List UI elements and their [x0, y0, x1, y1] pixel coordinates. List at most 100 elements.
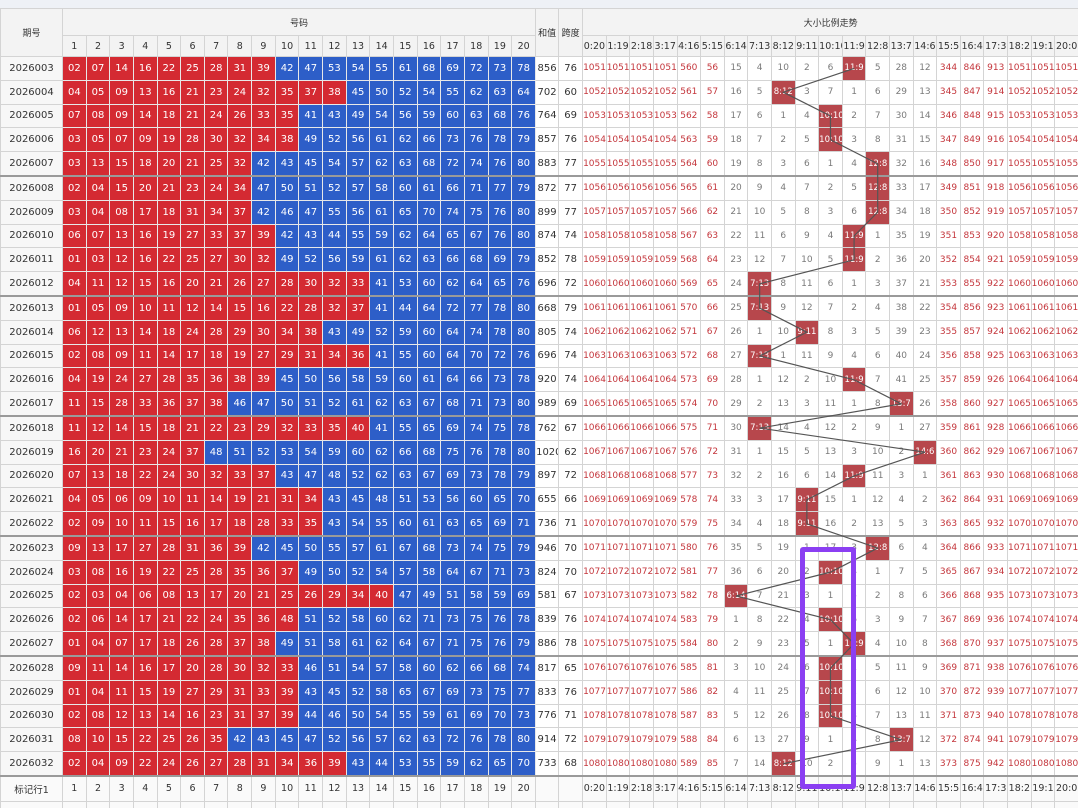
footer-trend: 20:0: [1054, 775, 1078, 802]
ball: 65: [487, 751, 513, 777]
trend-hit: 7:13: [747, 343, 772, 369]
ball: 03: [62, 199, 87, 225]
ball: 08: [156, 583, 182, 609]
trend-column-label: 18:2: [1007, 35, 1032, 57]
footer-number: 19: [487, 775, 513, 802]
ball: 14: [109, 56, 134, 81]
footer-number: 11: [298, 800, 324, 808]
ball: 80: [511, 223, 537, 249]
trend-hit: 10:10: [818, 607, 843, 633]
sum: 736: [535, 511, 560, 537]
footer-number: 5: [156, 775, 182, 802]
ball: 11: [156, 295, 182, 321]
ball: 33: [274, 511, 300, 537]
trend-miss: 1: [818, 631, 843, 657]
trend-miss: 936: [983, 607, 1009, 633]
ball: 80: [511, 295, 537, 321]
trend-miss: 5: [865, 319, 890, 345]
trend-miss: 1071: [1030, 535, 1056, 561]
trend-miss: 14: [747, 751, 772, 777]
span: 77: [558, 175, 584, 201]
trend-miss: 18: [912, 199, 938, 225]
trend-miss: 1052: [1030, 79, 1056, 105]
sum-header: 和值: [535, 8, 560, 57]
trend-miss: 1056: [1030, 175, 1056, 201]
ball: 03: [62, 151, 87, 177]
ball: 59: [322, 439, 347, 465]
period: 2026029: [0, 679, 63, 705]
trend-miss: 1067: [605, 439, 631, 465]
span: 65: [558, 655, 584, 681]
span: 71: [558, 703, 584, 729]
ball: 17: [203, 583, 229, 609]
trend-miss: 10: [794, 751, 820, 777]
footer-number: 4: [132, 800, 158, 808]
trend-miss: 4: [912, 535, 938, 561]
data-row: 2026006 03 05 07 09 19 28 30 32 34 38 49 52 56 61 62 66 7…: [0, 127, 1078, 153]
footer-number: 8: [227, 800, 253, 808]
period: 2026014: [0, 319, 63, 345]
ball: 64: [440, 319, 465, 345]
trend-miss: 30: [723, 415, 749, 441]
trend-miss: 865: [959, 511, 985, 537]
period: 2026032: [0, 751, 63, 777]
trend-miss: 1067: [652, 439, 678, 465]
ball: 62: [369, 391, 394, 417]
trend-miss: 1065: [1030, 391, 1056, 417]
footer-trend: 10:10: [818, 800, 843, 808]
trend-miss: 4: [770, 175, 796, 201]
sum: 852: [535, 247, 560, 273]
ball: 18: [227, 511, 253, 537]
trend-miss: 3: [841, 535, 867, 561]
ball: 35: [227, 607, 253, 633]
ball: 67: [416, 391, 442, 417]
ball: 56: [322, 247, 347, 273]
trend-miss: 4: [841, 559, 867, 585]
ball: 47: [298, 199, 324, 225]
trend-miss: 929: [983, 439, 1009, 465]
trend-column-label: 13:7: [889, 35, 914, 57]
trend-miss: 3: [841, 703, 867, 729]
trend-miss: 4: [747, 56, 772, 81]
ball: 69: [440, 56, 465, 81]
sum: 839: [535, 607, 560, 633]
ball: 47: [392, 583, 418, 609]
trend-miss: 1056: [652, 175, 678, 201]
trend-miss: 23: [912, 319, 938, 345]
ball: 62: [392, 247, 418, 273]
trend-miss: 359: [936, 415, 961, 441]
period: 2026017: [0, 391, 63, 417]
ball: 51: [322, 655, 347, 681]
ball: 43: [322, 487, 347, 513]
footer-number: 1: [62, 800, 87, 808]
period: 2026012: [0, 271, 63, 297]
trend-miss: 1069: [1030, 487, 1056, 513]
data-row: 2026005 07 08 09 14 18 21 24 26 33 35 41 43 49 54 56 59 6…: [0, 103, 1078, 129]
trend-miss: 1060: [652, 271, 678, 297]
footer-trend: 19:1: [1030, 800, 1056, 808]
ball: 72: [463, 56, 489, 81]
trend-miss: 1068: [1054, 463, 1078, 489]
trend-miss: 77: [700, 559, 725, 585]
ball: 72: [440, 151, 465, 177]
ball: 04: [62, 79, 87, 105]
ball: 02: [62, 175, 87, 201]
ball: 10: [85, 727, 111, 753]
period: 2026023: [0, 535, 63, 561]
footer-empty: [558, 800, 584, 808]
ball: 20: [132, 175, 158, 201]
ball: 63: [392, 151, 418, 177]
ball: 33: [251, 103, 276, 129]
ball: 23: [203, 703, 229, 729]
number-column-label: 16: [416, 35, 442, 57]
ball: 62: [463, 79, 489, 105]
ball: 38: [203, 391, 229, 417]
ball: 55: [322, 535, 347, 561]
footer-trend: 9:11: [794, 800, 820, 808]
ball: 12: [180, 295, 205, 321]
trend-miss: 76: [700, 535, 725, 561]
trend-miss: 1055: [629, 151, 654, 177]
trend-column-label: 19:1: [1030, 35, 1056, 57]
ball: 05: [85, 295, 111, 321]
trend-miss: 1062: [629, 319, 654, 345]
